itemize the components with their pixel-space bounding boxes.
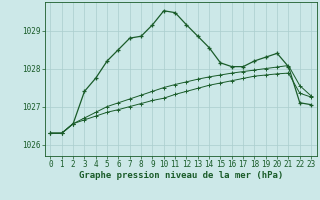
X-axis label: Graphe pression niveau de la mer (hPa): Graphe pression niveau de la mer (hPa)	[79, 171, 283, 180]
